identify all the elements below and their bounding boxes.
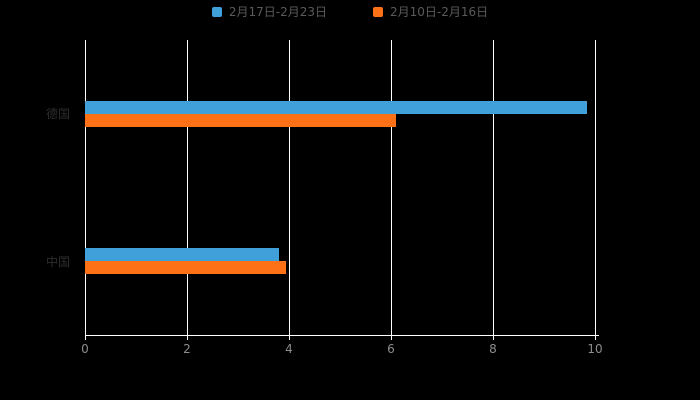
x-tick-2 <box>187 336 188 340</box>
legend-label-week-feb10-16: 2月10日-2月16日 <box>390 5 489 19</box>
x-tick-label-6: 6 <box>387 342 395 356</box>
legend-item-week-feb10-16[interactable]: 2月10日-2月16日 <box>373 6 488 18</box>
x-tick-label-2: 2 <box>183 342 191 356</box>
gridline-x-2 <box>187 40 188 335</box>
category-label-2: 中国 <box>45 254 70 269</box>
gridline-x-8 <box>493 40 494 335</box>
category-row-2 <box>85 188 595 336</box>
y-axis-category-labels: 德国 中国 <box>0 40 78 335</box>
legend-swatch-blue-icon <box>211 7 222 17</box>
bar-中国-series-2 <box>85 261 287 275</box>
x-tick-label-8: 8 <box>489 342 497 356</box>
gridline-x-0 <box>85 40 86 335</box>
bar-中国-series-1 <box>85 248 279 262</box>
x-tick-10 <box>595 336 596 340</box>
chart-legend: 2月17日-2月23日 2月10日-2月16日 <box>0 6 700 18</box>
category-row-1 <box>85 40 595 188</box>
legend-item-week-feb17-23[interactable]: 2月17日-2月23日 <box>211 5 327 19</box>
x-tick-6 <box>391 336 392 340</box>
x-tick-label-0: 0 <box>81 342 89 356</box>
plot-area <box>85 40 596 335</box>
x-tick-label-10: 10 <box>587 342 603 356</box>
legend-swatch-orange-icon <box>373 7 383 17</box>
category-label-1: 德国 <box>45 107 70 122</box>
x-tick-label-4: 4 <box>285 342 293 356</box>
x-tick-4 <box>289 336 290 340</box>
x-tick-8 <box>493 336 494 340</box>
bar-rows <box>85 40 595 335</box>
x-tick-0 <box>85 336 86 340</box>
bar-德国-series-2 <box>85 113 397 127</box>
gridline-x-6 <box>391 40 392 335</box>
legend-label-week-feb17-23: 2月17日-2月23日 <box>228 5 327 19</box>
gridline-x-10 <box>595 40 596 335</box>
bar-德国-series-1 <box>85 100 588 114</box>
x-axis-line <box>85 335 599 336</box>
gridline-x-4 <box>289 40 290 335</box>
